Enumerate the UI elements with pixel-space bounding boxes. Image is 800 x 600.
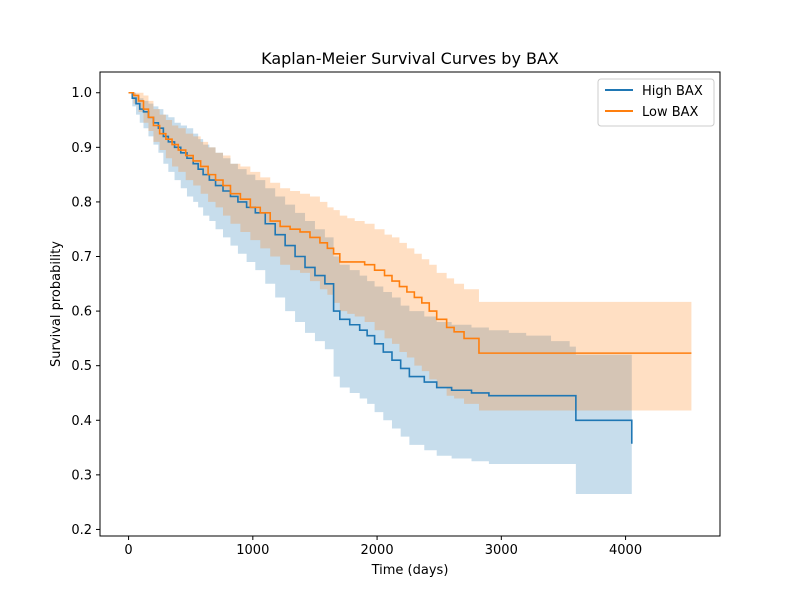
y-tick-label: 0.8 [71,195,92,210]
y-axis-label: Survival probability [49,241,64,367]
survival-curves [128,91,692,444]
y-tick-label: 0.7 [71,250,92,265]
x-axis-ticks: 0 1000 2000 3000 4000 [124,536,642,558]
legend-label-low-bax: Low BAX [642,105,699,120]
survival-line-low-bax [128,91,692,354]
x-axis-label: Time (days) [371,563,449,578]
legend: High BAX Low BAX [597,78,715,127]
y-tick-label: 0.4 [71,414,92,429]
confidence-bands [128,92,692,515]
x-tick-label: 4000 [609,543,642,558]
chart-title: Kaplan-Meier Survival Curves by BAX [261,49,559,68]
legend-label-high-bax: High BAX [642,84,703,99]
x-tick-label: 1000 [236,543,269,558]
x-tick-label: 3000 [485,543,518,558]
x-tick-label: 2000 [361,543,394,558]
ci-band-low-bax [128,92,692,411]
survival-line-high-bax [128,91,633,444]
plot-area [128,91,692,515]
y-tick-label: 0.5 [71,359,92,374]
ci-band-high-bax [128,92,632,515]
y-tick-label: 0.2 [71,523,92,538]
axes-frame [99,71,721,537]
y-tick-label: 0.9 [71,141,92,156]
y-tick-label: 1.0 [71,86,92,101]
y-axis-ticks: 0.2 0.3 0.4 0.5 0.6 0.7 0.8 0.9 1.0 [71,86,100,538]
y-tick-label: 0.3 [71,468,92,483]
y-tick-label: 0.6 [71,305,92,320]
x-tick-label: 0 [124,543,132,558]
